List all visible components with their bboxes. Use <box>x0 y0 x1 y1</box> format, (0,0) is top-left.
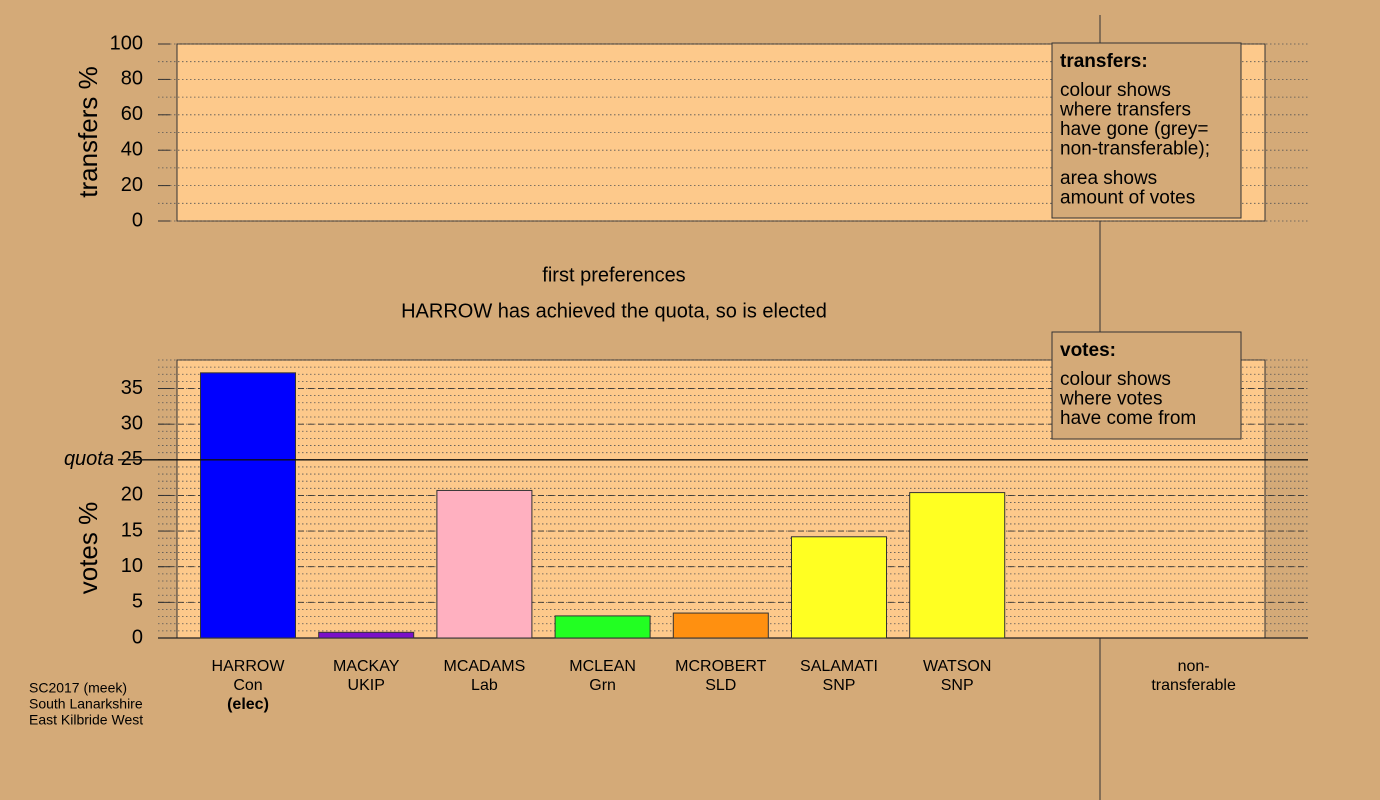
chart-subtitle: HARROW has achieved the quota, so is ele… <box>401 300 827 322</box>
party-label: SNP <box>823 677 856 694</box>
bar <box>554 615 651 639</box>
y-tick-label: 5 <box>132 591 143 613</box>
y-tick-label: 60 <box>121 103 143 125</box>
y-tick-label: 0 <box>132 626 143 648</box>
y-axis-label: transfers % <box>73 66 103 198</box>
legend-text: where votes <box>1059 389 1162 410</box>
x-tick-label: WATSON <box>923 658 991 675</box>
bar <box>909 492 1006 639</box>
x-tick-label: MCROBERT <box>675 658 766 675</box>
party-label: Lab <box>471 677 498 694</box>
y-tick-label: 20 <box>121 484 143 506</box>
y-tick-label: 10 <box>121 555 143 577</box>
legend-text: have gone (grey= <box>1060 119 1208 140</box>
bar <box>200 372 296 639</box>
legend-text: have come from <box>1060 408 1196 429</box>
chart-title: first preferences <box>542 264 685 286</box>
x-tick-label: SALAMATI <box>800 658 878 675</box>
bar <box>672 612 769 639</box>
quota-label: quota <box>64 448 114 470</box>
x-tick-label: MACKAY <box>333 658 400 675</box>
legend-text: amount of votes <box>1060 188 1195 209</box>
legend-box <box>1051 42 1242 219</box>
y-tick-label: 15 <box>121 519 143 541</box>
bar <box>318 631 415 639</box>
legend-text: area shows <box>1060 168 1157 189</box>
footer-text: South Lanarkshire <box>29 696 143 712</box>
x-tick-label: transferable <box>1151 677 1236 694</box>
bar <box>791 536 887 639</box>
x-tick-label: HARROW <box>212 658 286 675</box>
party-label: SLD <box>705 677 736 694</box>
x-tick-label: MCADAMS <box>444 658 526 675</box>
x-tick-label: MCLEAN <box>569 658 636 675</box>
legend-text: colour shows <box>1060 80 1171 101</box>
y-tick-label: 25 <box>121 448 143 470</box>
y-tick-label: 100 <box>110 32 143 54</box>
footer-text: SC2017 (meek) <box>29 680 127 696</box>
legend-text: where transfers <box>1059 100 1191 121</box>
legend-box <box>1051 331 1242 440</box>
bar <box>436 489 533 639</box>
y-tick-label: 80 <box>121 68 143 90</box>
y-tick-label: 20 <box>121 174 143 196</box>
party-label: Con <box>233 677 262 694</box>
legend-title: transfers: <box>1060 51 1148 72</box>
y-axis-label: votes % <box>73 502 103 595</box>
footer-text: East Kilbride West <box>29 712 143 728</box>
party-label: UKIP <box>348 677 385 694</box>
party-label: Grn <box>589 677 616 694</box>
y-tick-label: 40 <box>121 138 143 160</box>
party-label: SNP <box>941 677 974 694</box>
y-tick-label: 30 <box>121 412 143 434</box>
legend-title: votes: <box>1060 340 1116 361</box>
legend-text: colour shows <box>1060 369 1171 390</box>
status-label: (elec) <box>227 696 269 713</box>
y-tick-label: 0 <box>132 209 143 231</box>
legend-text: non-transferable); <box>1060 139 1210 160</box>
y-tick-label: 35 <box>121 377 143 399</box>
x-tick-label: non- <box>1178 658 1210 675</box>
